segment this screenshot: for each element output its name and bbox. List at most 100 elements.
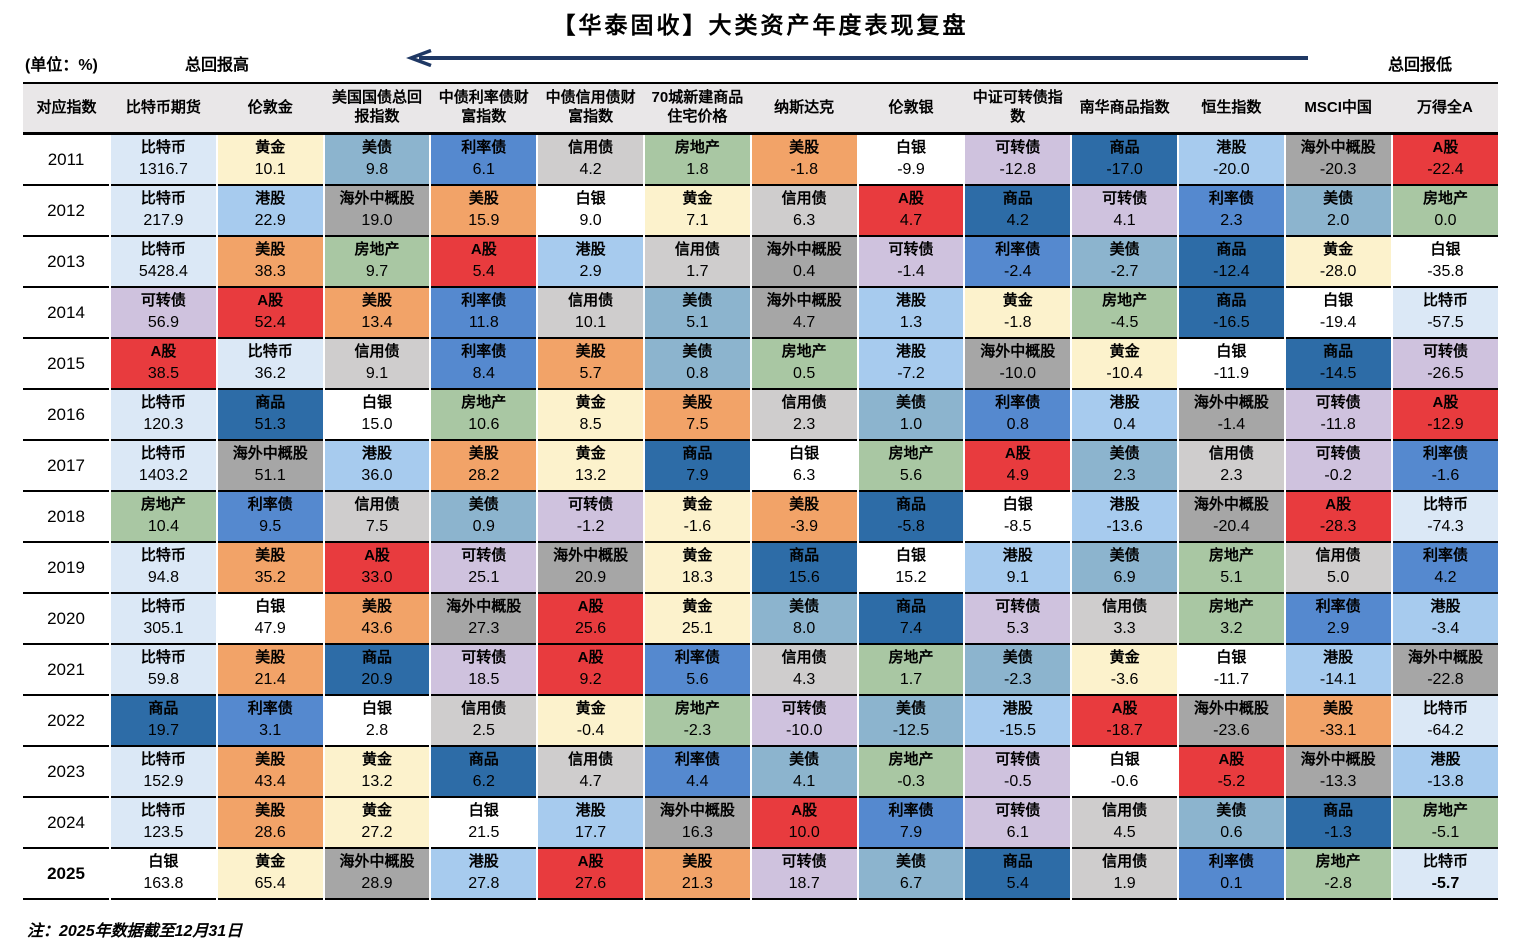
asset-cell: 商品 51.3 bbox=[215, 389, 324, 440]
asset-cell: 可转债 5.3 bbox=[963, 593, 1072, 644]
asset-value: 5428.4 bbox=[138, 262, 188, 280]
asset-name: 海外中概股 bbox=[659, 802, 735, 820]
asset-name: 比特币 bbox=[140, 139, 186, 157]
asset-value: 6.1 bbox=[472, 160, 495, 178]
asset-name: 信用债 bbox=[354, 343, 400, 361]
asset-cell: 可转债 -12.8 bbox=[963, 133, 1072, 185]
asset-cell: 比特币 217.9 bbox=[109, 185, 217, 236]
asset-value: -7.2 bbox=[897, 364, 925, 382]
year-label: 2022 bbox=[23, 695, 110, 746]
asset-cell: 白银 -11.7 bbox=[1176, 644, 1285, 695]
asset-value: -26.5 bbox=[1427, 364, 1464, 382]
asset-name: 美债 bbox=[1109, 547, 1140, 565]
asset-value: 51.3 bbox=[254, 415, 286, 433]
asset-value: 36.0 bbox=[361, 466, 393, 484]
asset-name: A股 bbox=[898, 190, 924, 208]
asset-cell: 比特币 -74.3 bbox=[1390, 491, 1499, 542]
asset-cell: 美债 -2.3 bbox=[963, 644, 1072, 695]
asset-value: 7.9 bbox=[686, 466, 709, 484]
asset-name: 商品 bbox=[895, 598, 926, 616]
asset-name: 美股 bbox=[361, 598, 392, 616]
return-direction-arrow-icon bbox=[406, 49, 1308, 67]
asset-name: 商品 bbox=[682, 445, 713, 463]
asset-name: 美债 bbox=[895, 853, 926, 871]
asset-value: 21.3 bbox=[681, 874, 713, 892]
asset-name: 美股 bbox=[255, 751, 286, 769]
asset-cell: 美债 0.9 bbox=[429, 491, 538, 542]
asset-cell: 港股 -7.2 bbox=[856, 338, 965, 389]
asset-name: 白银 bbox=[575, 190, 606, 208]
asset-name: 港股 bbox=[895, 343, 926, 361]
asset-cell: A股 38.5 bbox=[109, 338, 217, 389]
asset-name: 白银 bbox=[148, 853, 179, 871]
asset-value: 0.0 bbox=[1434, 211, 1457, 229]
asset-value: 9.1 bbox=[365, 364, 389, 382]
asset-value: 7.4 bbox=[899, 619, 923, 637]
asset-value: 2.8 bbox=[365, 721, 389, 739]
asset-cell: 港股 2.9 bbox=[536, 236, 644, 287]
asset-name: 利率债 bbox=[1422, 445, 1468, 463]
year-label: 2023 bbox=[23, 746, 110, 797]
asset-name: 港股 bbox=[1002, 700, 1033, 718]
asset-value: -2.3 bbox=[1003, 670, 1032, 688]
asset-name: 商品 bbox=[789, 547, 820, 565]
asset-value: 36.2 bbox=[254, 364, 286, 382]
asset-cell: 商品 20.9 bbox=[322, 644, 431, 695]
asset-name: 比特币 bbox=[140, 190, 186, 208]
page-title: 【华泰固收】大类资产年度表现复盘 bbox=[552, 12, 969, 38]
asset-value: 6.3 bbox=[793, 211, 816, 229]
year-label: 2019 bbox=[23, 542, 110, 593]
asset-value: -11.7 bbox=[1213, 670, 1249, 688]
asset-value: 217.9 bbox=[143, 211, 184, 229]
asset-value: 4.3 bbox=[793, 670, 816, 688]
asset-value: 0.4 bbox=[793, 262, 816, 280]
asset-value: -3.6 bbox=[1110, 670, 1139, 688]
asset-name: 白银 bbox=[1216, 649, 1247, 667]
asset-name: 信用债 bbox=[568, 751, 614, 769]
asset-name: 利率债 bbox=[1315, 598, 1361, 616]
asset-name: 房地产 bbox=[1208, 547, 1254, 565]
year-label: 2016 bbox=[23, 389, 110, 440]
year-label: 2025 bbox=[23, 848, 110, 899]
asset-cell: 美债 8.0 bbox=[749, 593, 858, 644]
asset-value: 22.9 bbox=[254, 211, 286, 229]
asset-table: 对应指数 比特币期货 伦敦金 美国国债总回报指数 中债利率债财富指数 中债信用债财富指数 7… bbox=[23, 82, 1499, 900]
asset-cell: 利率债 3.1 bbox=[215, 695, 324, 746]
asset-name: 房地产 bbox=[888, 445, 934, 463]
asset-cell: 美股 35.2 bbox=[215, 542, 324, 593]
asset-name: 可转债 bbox=[995, 598, 1041, 616]
asset-name: 海外中概股 bbox=[339, 190, 415, 208]
asset-name: 比特币 bbox=[1422, 700, 1468, 718]
asset-name: 港股 bbox=[255, 190, 286, 208]
asset-value: -13.6 bbox=[1106, 517, 1143, 535]
asset-name: 黄金 bbox=[682, 496, 713, 514]
asset-value: 5.6 bbox=[686, 670, 709, 688]
asset-cell: 美债 9.8 bbox=[322, 133, 431, 185]
asset-value: 8.0 bbox=[793, 619, 816, 637]
asset-value: 305.1 bbox=[143, 619, 184, 637]
asset-name: 商品 bbox=[1216, 241, 1247, 259]
asset-name: 美债 bbox=[682, 343, 713, 361]
asset-name: 黄金 bbox=[682, 190, 713, 208]
asset-name: A股 bbox=[364, 547, 390, 565]
asset-value: 8.5 bbox=[579, 415, 602, 433]
asset-name: 黄金 bbox=[1109, 649, 1140, 667]
asset-name: 黄金 bbox=[255, 139, 286, 157]
asset-cell: 美股 -3.9 bbox=[749, 491, 858, 542]
footnote: 注：2025年数据截至12月31日 bbox=[27, 923, 243, 940]
asset-cell: 信用债 1.9 bbox=[1070, 848, 1178, 899]
asset-name: 利率债 bbox=[461, 292, 507, 310]
table-row: 2017 比特币 1403.2 海外中概股 51.1 港股 36.0 美股 28.2 黄金 13.2… bbox=[23, 440, 1499, 491]
asset-cell: 黄金 13.2 bbox=[322, 746, 431, 797]
asset-cell: 房地产 -2.8 bbox=[1283, 848, 1392, 899]
asset-name: 美债 bbox=[789, 598, 820, 616]
asset-value: 16.3 bbox=[681, 823, 713, 841]
asset-value: 5.6 bbox=[899, 466, 923, 484]
asset-cell: 海外中概股 -1.4 bbox=[1176, 389, 1285, 440]
asset-value: 0.1 bbox=[1220, 874, 1243, 892]
column-header: 比特币期货 bbox=[110, 83, 217, 135]
table-row: 2013 比特币 5428.4 美股 38.3 房地产 9.7 A股 5.4 港股 2.9 信用债 1.… bbox=[23, 236, 1499, 287]
asset-value: 4.2 bbox=[1434, 568, 1457, 586]
asset-cell: 黄金 -10.4 bbox=[1070, 338, 1178, 389]
asset-name: 海外中概股 bbox=[1193, 700, 1269, 718]
